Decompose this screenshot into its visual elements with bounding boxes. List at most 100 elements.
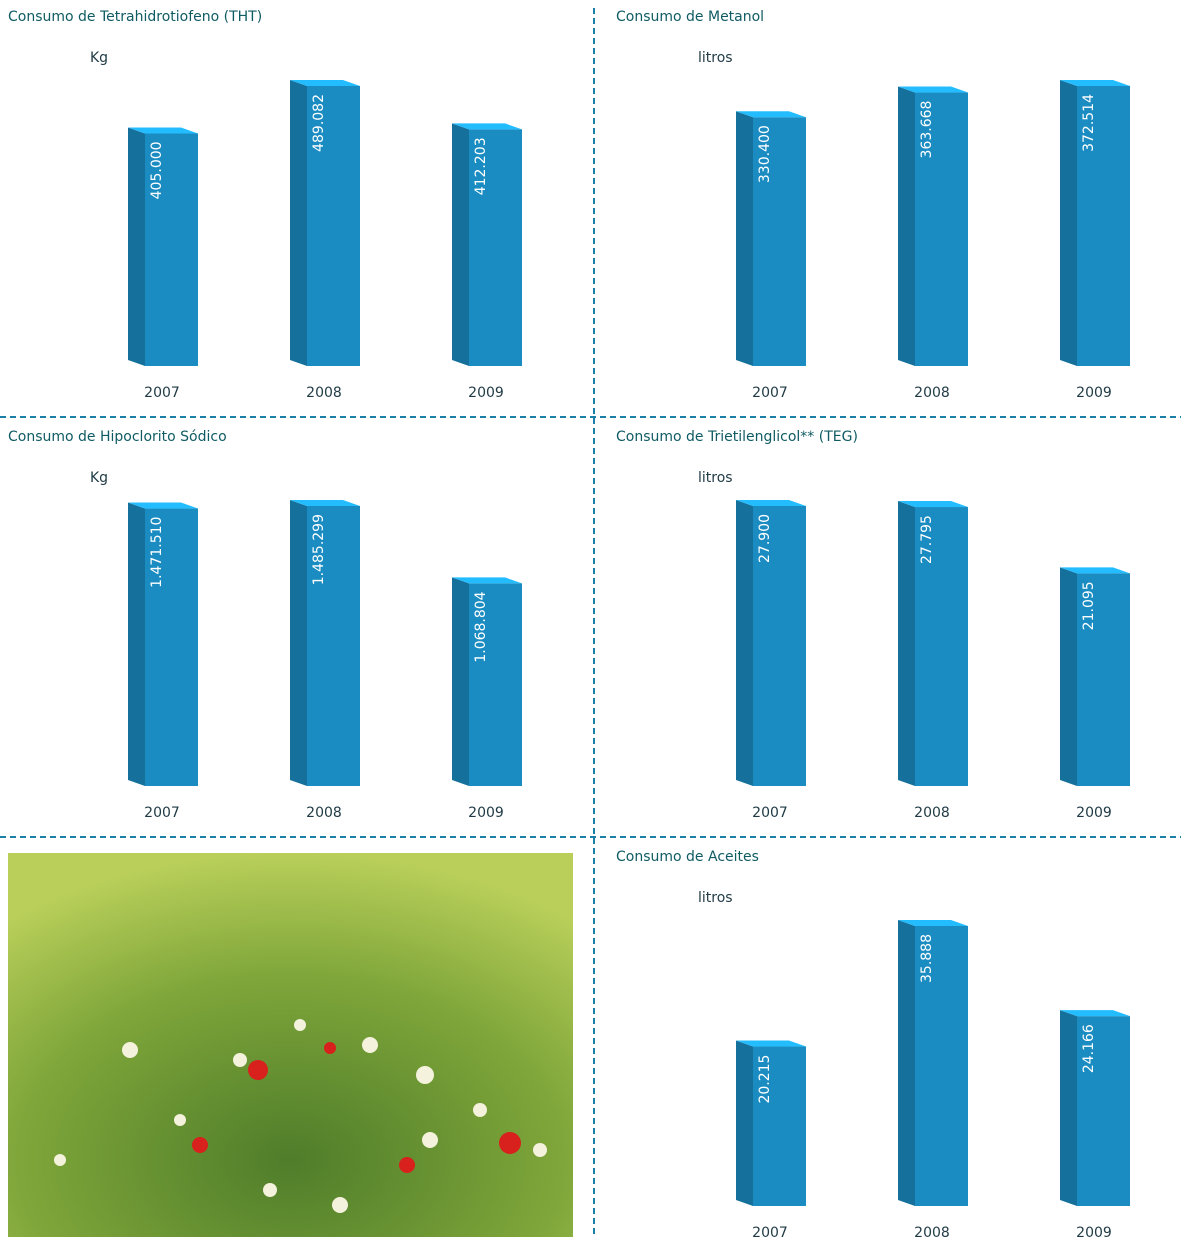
bar-side xyxy=(290,500,307,786)
bar-front xyxy=(915,926,968,1206)
value-label: 405.000 xyxy=(149,141,165,199)
bar-front xyxy=(1077,573,1130,786)
bar xyxy=(128,502,198,786)
bar-front xyxy=(753,506,806,786)
bar-top xyxy=(1060,1010,1130,1017)
value-label: 412.203 xyxy=(473,137,489,195)
bar xyxy=(736,111,806,366)
bar-top xyxy=(898,86,968,93)
bar xyxy=(128,127,198,366)
bar-side xyxy=(1060,567,1077,786)
bar-side xyxy=(898,920,915,1206)
bar-side xyxy=(452,123,469,366)
x-tick-label: 2007 xyxy=(752,385,788,401)
bar-front xyxy=(915,92,968,366)
chart-title: Consumo de Metanol xyxy=(616,9,764,25)
value-label: 27.795 xyxy=(919,515,935,564)
bar-side xyxy=(898,501,915,786)
bar-side xyxy=(1060,1010,1077,1206)
bar-side xyxy=(736,1040,753,1206)
value-label: 1.471.510 xyxy=(149,517,165,588)
bar xyxy=(290,80,360,366)
x-tick-label: 2007 xyxy=(144,385,180,401)
bar xyxy=(736,1040,806,1206)
x-tick-label: 2007 xyxy=(752,1225,788,1237)
bar-top xyxy=(736,1040,806,1047)
unit-label: litros xyxy=(698,470,733,486)
bar-side xyxy=(290,80,307,366)
bar-front xyxy=(753,1046,806,1206)
bar-top xyxy=(452,577,522,584)
x-tick-label: 2009 xyxy=(468,385,504,401)
value-label: 35.888 xyxy=(919,934,935,983)
x-tick-label: 2008 xyxy=(914,1225,950,1237)
bar xyxy=(736,500,806,786)
bar xyxy=(452,123,522,366)
bar xyxy=(1060,80,1130,366)
chart-title: Consumo de Aceites xyxy=(616,849,759,865)
x-tick-label: 2009 xyxy=(1076,1225,1112,1237)
x-tick-label: 2007 xyxy=(144,805,180,821)
unit-label: litros xyxy=(698,890,733,906)
value-label: 21.095 xyxy=(1081,581,1097,630)
bar xyxy=(452,577,522,786)
value-label: 1.485.299 xyxy=(311,514,327,585)
photo xyxy=(8,853,573,1237)
bar xyxy=(898,501,968,786)
bar-top xyxy=(452,123,522,130)
x-tick-label: 2009 xyxy=(468,805,504,821)
bar-top xyxy=(128,127,198,134)
x-tick-label: 2008 xyxy=(914,805,950,821)
bar xyxy=(290,500,360,786)
x-tick-label: 2007 xyxy=(752,805,788,821)
bar xyxy=(898,86,968,366)
bar-front xyxy=(145,508,198,786)
bar-side xyxy=(452,577,469,786)
value-label: 372.514 xyxy=(1081,94,1097,152)
bar-side xyxy=(898,86,915,366)
bar-top xyxy=(736,111,806,118)
bar-top xyxy=(290,80,360,86)
chart-title: Consumo de Tetrahidrotiofeno (THT) xyxy=(8,9,262,25)
bar xyxy=(1060,567,1130,786)
x-tick-label: 2009 xyxy=(1076,385,1112,401)
value-label: 363.668 xyxy=(919,101,935,159)
bar-side xyxy=(128,127,145,366)
unit-label: Kg xyxy=(90,50,108,66)
bar-front xyxy=(915,507,968,786)
bar-top xyxy=(290,500,360,506)
value-label: 330.400 xyxy=(757,125,773,183)
chart-title: Consumo de Hipoclorito Sódico xyxy=(8,429,227,445)
bar xyxy=(1060,1010,1130,1206)
value-label: 20.215 xyxy=(757,1055,773,1104)
bar-side xyxy=(736,500,753,786)
x-tick-label: 2008 xyxy=(306,805,342,821)
bar-front xyxy=(469,583,522,786)
bar-front xyxy=(145,133,198,366)
x-tick-label: 2009 xyxy=(1076,805,1112,821)
unit-label: Kg xyxy=(90,470,108,486)
bar-side xyxy=(736,111,753,366)
bar-front xyxy=(307,86,360,366)
value-label: 24.166 xyxy=(1081,1024,1097,1073)
bar-front xyxy=(753,117,806,366)
x-tick-label: 2008 xyxy=(306,385,342,401)
value-label: 489.082 xyxy=(311,94,327,152)
bar-front xyxy=(469,129,522,366)
bar-top xyxy=(736,500,806,506)
chart-title: Consumo de Trietilenglicol** (TEG) xyxy=(616,429,858,445)
bar-top xyxy=(1060,567,1130,574)
unit-label: litros xyxy=(698,50,733,66)
bar xyxy=(898,920,968,1206)
bar-front xyxy=(1077,1016,1130,1206)
bar-top xyxy=(898,501,968,508)
bar-top xyxy=(898,920,968,926)
bar-front xyxy=(1077,86,1130,366)
bar-top xyxy=(1060,80,1130,86)
bar-front xyxy=(307,506,360,786)
bar-side xyxy=(1060,80,1077,366)
bar-top xyxy=(128,502,198,509)
bar-side xyxy=(128,502,145,786)
value-label: 27.900 xyxy=(757,514,773,563)
